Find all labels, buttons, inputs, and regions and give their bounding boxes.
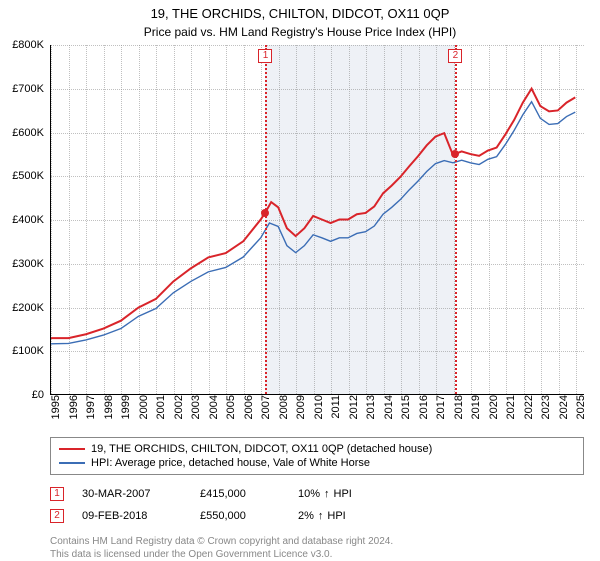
x-tick-label: 2023 bbox=[536, 395, 552, 419]
legend-swatch bbox=[59, 462, 85, 464]
legend-swatch bbox=[59, 448, 85, 450]
x-tick-label: 1999 bbox=[116, 395, 132, 419]
x-tick-label: 2017 bbox=[431, 395, 447, 419]
y-tick-label: £300K bbox=[12, 258, 50, 270]
footer: Contains HM Land Registry data © Crown c… bbox=[50, 535, 584, 561]
sale-marker-box: 1 bbox=[258, 49, 272, 63]
y-tick-label: £500K bbox=[12, 170, 50, 182]
x-tick-label: 1998 bbox=[99, 395, 115, 419]
x-tick-label: 2022 bbox=[519, 395, 535, 419]
sale-date: 09-FEB-2018 bbox=[82, 510, 182, 522]
sale-price: £550,000 bbox=[200, 510, 280, 522]
x-tick-label: 2005 bbox=[221, 395, 237, 419]
page-title: 19, THE ORCHIDS, CHILTON, DIDCOT, OX11 0… bbox=[0, 0, 600, 21]
x-tick-label: 2025 bbox=[571, 395, 587, 419]
x-tick-label: 2016 bbox=[414, 395, 430, 419]
x-tick-label: 2003 bbox=[186, 395, 202, 419]
arrow-up-icon: ↑ bbox=[318, 510, 324, 522]
sale-table: 1 30-MAR-2007 £415,000 10% ↑ HPI 2 09-FEB-201… bbox=[50, 483, 584, 527]
footer-line: This data is licensed under the Open Gov… bbox=[50, 548, 584, 561]
x-tick-label: 1997 bbox=[81, 395, 97, 419]
legend-row: 19, THE ORCHIDS, CHILTON, DIDCOT, OX11 0… bbox=[59, 442, 575, 456]
y-tick-label: £600K bbox=[12, 127, 50, 139]
line-series-svg bbox=[51, 45, 584, 394]
sale-date: 30-MAR-2007 bbox=[82, 488, 182, 500]
y-tick-label: £100K bbox=[12, 345, 50, 357]
plot-area: 12 bbox=[50, 45, 584, 395]
x-tick-label: 2012 bbox=[344, 395, 360, 419]
sale-row-marker: 2 bbox=[50, 509, 64, 523]
x-tick-label: 2004 bbox=[204, 395, 220, 419]
sale-row: 2 09-FEB-2018 £550,000 2% ↑ HPI bbox=[50, 505, 584, 527]
x-tick-label: 2001 bbox=[151, 395, 167, 419]
x-tick-label: 2008 bbox=[274, 395, 290, 419]
sale-price: £415,000 bbox=[200, 488, 280, 500]
y-tick-label: £200K bbox=[12, 302, 50, 314]
sale-point bbox=[261, 209, 269, 217]
x-tick-label: 2015 bbox=[396, 395, 412, 419]
sale-pct: 10% ↑ HPI bbox=[298, 488, 418, 500]
legend-label: HPI: Average price, detached house, Vale… bbox=[91, 457, 370, 469]
sale-marker-box: 2 bbox=[448, 49, 462, 63]
series-hpi bbox=[51, 102, 575, 344]
y-tick-label: £400K bbox=[12, 214, 50, 226]
x-tick-label: 2006 bbox=[239, 395, 255, 419]
x-tick-label: 2000 bbox=[134, 395, 150, 419]
x-tick-label: 2013 bbox=[361, 395, 377, 419]
x-tick-label: 1996 bbox=[64, 395, 80, 419]
legend-row: HPI: Average price, detached house, Vale… bbox=[59, 456, 575, 470]
sale-row: 1 30-MAR-2007 £415,000 10% ↑ HPI bbox=[50, 483, 584, 505]
x-tick-label: 2019 bbox=[466, 395, 482, 419]
x-tick-label: 2020 bbox=[484, 395, 500, 419]
sale-point bbox=[451, 150, 459, 158]
x-tick-label: 2024 bbox=[554, 395, 570, 419]
sale-row-marker: 1 bbox=[50, 487, 64, 501]
x-tick-label: 2011 bbox=[326, 395, 342, 419]
arrow-up-icon: ↑ bbox=[324, 488, 330, 500]
series-property bbox=[51, 89, 575, 339]
sale-vline bbox=[455, 45, 457, 394]
x-tick-label: 2018 bbox=[449, 395, 465, 419]
x-tick-label: 2002 bbox=[169, 395, 185, 419]
x-tick-label: 2014 bbox=[379, 395, 395, 419]
legend-label: 19, THE ORCHIDS, CHILTON, DIDCOT, OX11 0… bbox=[91, 443, 432, 455]
x-tick-label: 2010 bbox=[309, 395, 325, 419]
x-tick-label: 2007 bbox=[256, 395, 272, 419]
sale-vline bbox=[265, 45, 267, 394]
x-tick-label: 2009 bbox=[291, 395, 307, 419]
page-subtitle: Price paid vs. HM Land Registry's House … bbox=[0, 21, 600, 45]
footer-line: Contains HM Land Registry data © Crown c… bbox=[50, 535, 584, 548]
y-tick-label: £800K bbox=[12, 39, 50, 51]
chart: 12 £0£100K£200K£300K£400K£500K£600K£700K… bbox=[50, 45, 584, 395]
x-tick-label: 2021 bbox=[501, 395, 517, 419]
y-tick-label: £700K bbox=[12, 83, 50, 95]
legend: 19, THE ORCHIDS, CHILTON, DIDCOT, OX11 0… bbox=[50, 437, 584, 475]
sale-pct: 2% ↑ HPI bbox=[298, 510, 418, 522]
x-tick-label: 1995 bbox=[46, 395, 62, 419]
